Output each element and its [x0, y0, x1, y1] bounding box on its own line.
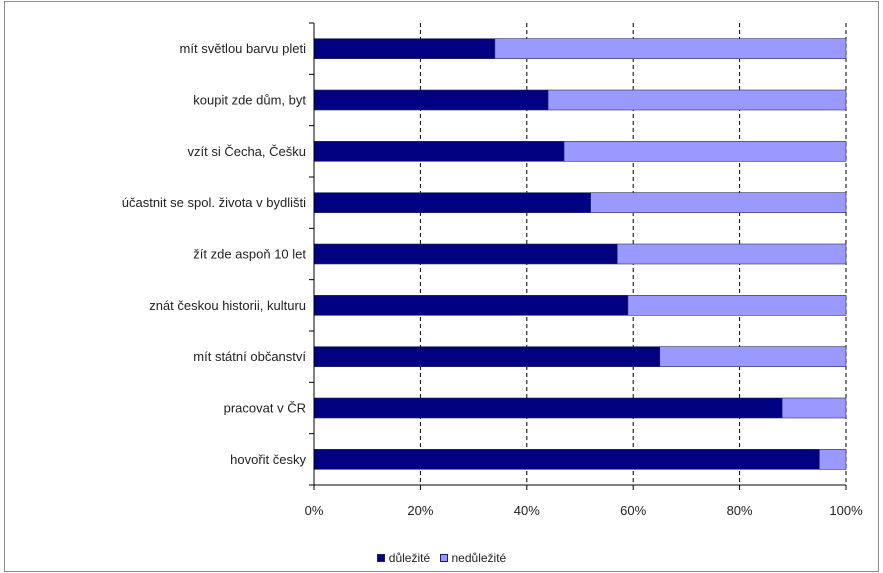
x-tick-label: 60% — [620, 503, 646, 518]
bar-series-2 — [819, 449, 847, 470]
bar-series-1 — [313, 397, 783, 419]
bar-series-1 — [313, 243, 618, 265]
bar-series-1 — [313, 89, 549, 111]
legend-item-series-1: důležité — [376, 551, 431, 565]
x-tick-label: 100% — [829, 503, 863, 518]
category-label: hovořit česky — [230, 452, 306, 467]
bar-series-2 — [563, 141, 847, 162]
x-tick-label: 0% — [305, 503, 324, 518]
bar-series-2 — [547, 89, 847, 111]
legend: důležité nedůležité — [0, 551, 883, 565]
tick-labels: 0% 20% 40% 60% 80% 100% — [305, 503, 863, 518]
category-label: mít státní občanství — [193, 349, 306, 364]
axes — [309, 22, 847, 490]
bar-series-2 — [781, 397, 847, 419]
legend-item-series-2: nedůležité — [439, 551, 507, 565]
bar-series-2 — [627, 295, 847, 316]
category-label: koupit zde dům, byt — [193, 93, 306, 108]
category-label: mít světlou barvu pleti — [180, 41, 307, 56]
bar-series-1 — [313, 346, 661, 367]
bar-series-1 — [313, 141, 565, 162]
legend-swatch-series-1 — [376, 554, 385, 562]
legend-label-series-2: nedůležité — [451, 551, 507, 565]
bar-series-2 — [616, 243, 847, 265]
bar-series-2 — [590, 192, 847, 213]
bar-series-2 — [659, 346, 847, 367]
legend-swatch-series-2 — [439, 554, 448, 562]
x-tick-label: 40% — [514, 503, 540, 518]
category-label: pracovat v ČR — [224, 401, 306, 416]
x-tick-label: 20% — [407, 503, 433, 518]
x-tick-label: 80% — [727, 503, 753, 518]
bars — [313, 38, 847, 470]
category-label: vzít si Čecha, Češku — [188, 144, 307, 159]
bar-series-1 — [313, 38, 496, 59]
bar-series-1 — [313, 449, 820, 470]
category-label: účastnit se spol. života v bydlišti — [122, 195, 306, 210]
category-label: znát českou historii, kulturu — [149, 298, 306, 313]
category-labels: mít světlou barvu pleti koupit zde dům, b… — [122, 41, 307, 467]
legend-label-series-1: důležité — [388, 551, 431, 565]
category-label: žít zde aspoň 10 let — [193, 247, 306, 262]
bar-series-1 — [313, 192, 591, 213]
bar-series-2 — [494, 38, 847, 59]
bar-series-1 — [313, 295, 629, 316]
